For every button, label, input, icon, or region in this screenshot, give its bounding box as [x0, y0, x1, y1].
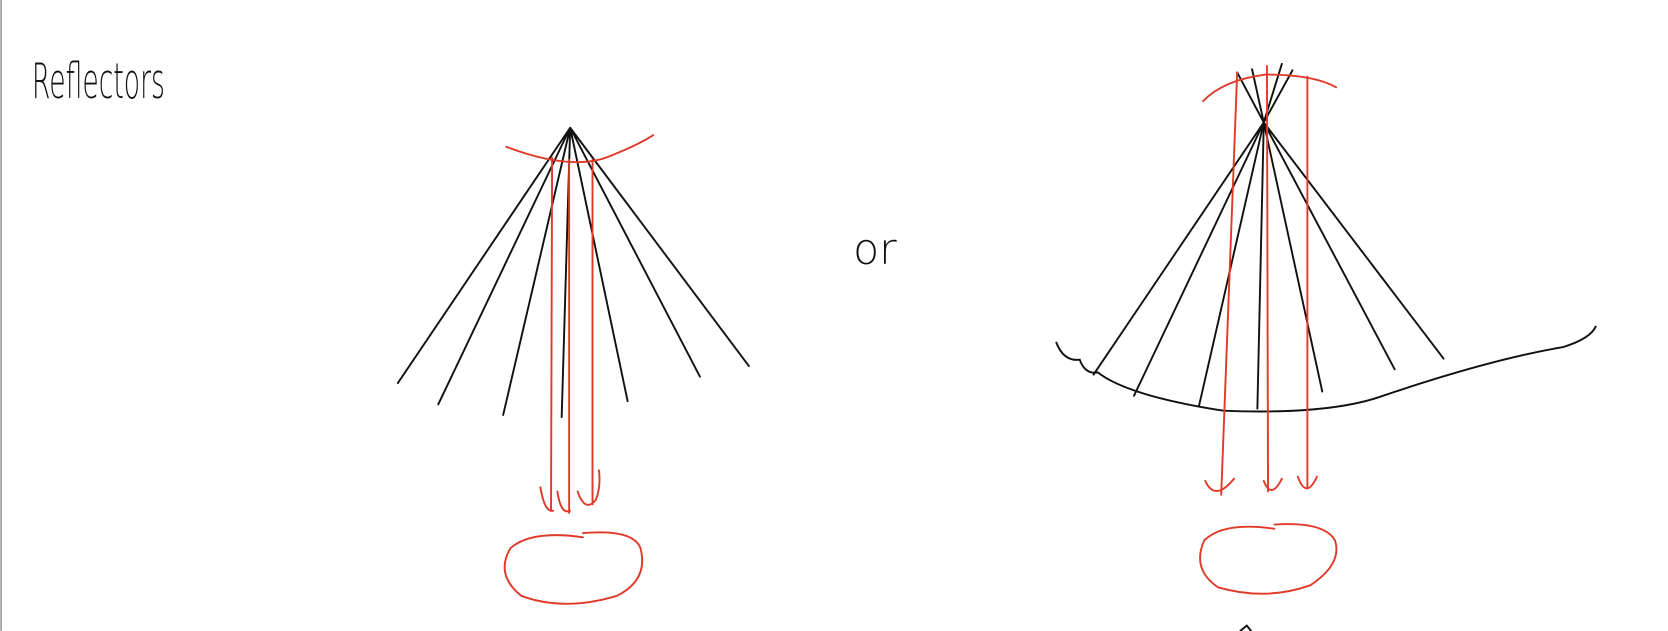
target: [503, 531, 644, 605]
mark: [1239, 624, 1252, 631]
left-reflector: [396, 126, 750, 605]
rays: [396, 126, 750, 419]
reflected-rays: [539, 156, 601, 514]
reflector-arc: [1202, 73, 1338, 103]
reflected-rays: [1204, 65, 1318, 496]
connector: or: [853, 226, 897, 275]
right-reflector: [1055, 62, 1597, 631]
title: Reflectors: [32, 53, 165, 110]
rays: [1092, 62, 1445, 410]
reflector-surface: [1055, 325, 1597, 413]
reflector-arc: [505, 134, 655, 164]
target: [1199, 523, 1338, 595]
